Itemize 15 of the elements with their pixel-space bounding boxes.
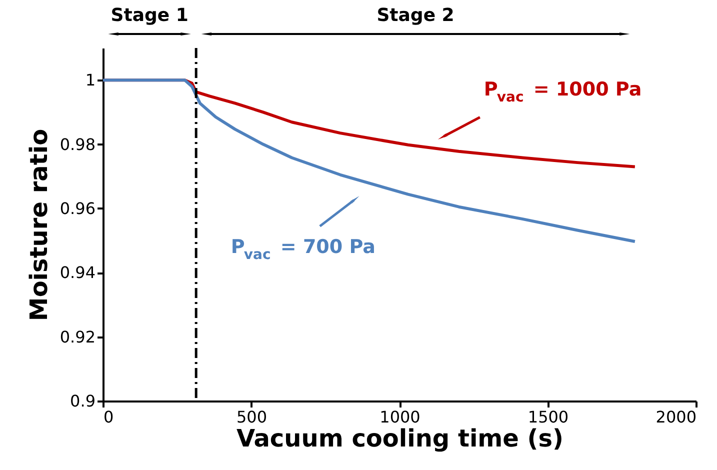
x-tick-label: 0 bbox=[104, 408, 114, 426]
y-axis-title: Moisture ratio bbox=[24, 128, 53, 322]
y-tick-label: 0.9 bbox=[70, 392, 96, 410]
text: Stage 2 bbox=[376, 5, 454, 26]
x-tick-label: 1000 bbox=[380, 408, 420, 426]
y-tick-label: 0.92 bbox=[60, 327, 96, 346]
x-tick-label: 2000 bbox=[656, 408, 696, 426]
x-axis-title: Vacuum cooling time (s) bbox=[236, 424, 564, 452]
y-tick-label: 0.94 bbox=[60, 263, 96, 282]
text: Stage 1 bbox=[110, 5, 188, 26]
y-tick-label: 0.96 bbox=[60, 198, 96, 218]
y-tick-label: 0.98 bbox=[60, 134, 96, 154]
x-tick-label: 1500 bbox=[528, 408, 569, 426]
y-tick-label: 1 bbox=[85, 70, 96, 90]
x-tick-label: 500 bbox=[236, 408, 268, 426]
